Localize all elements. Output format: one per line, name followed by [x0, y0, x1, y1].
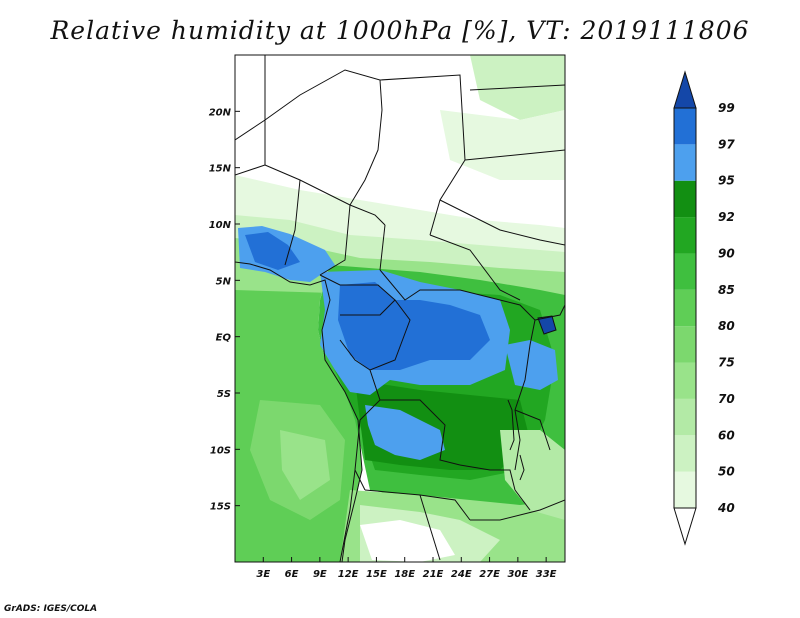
colorbar-band — [674, 108, 696, 145]
lake-outlines — [507, 315, 557, 481]
y-tick-label: 10N — [209, 220, 232, 231]
x-tick-label: 6E — [285, 569, 299, 580]
x-tick-label: 15E — [366, 569, 387, 580]
colorbar-band — [674, 253, 696, 290]
x-tick-label: 27E — [479, 569, 500, 580]
y-tick-label: 10S — [210, 445, 231, 456]
colorbar-label: 60 — [718, 428, 735, 442]
southern-blue-patches — [365, 405, 445, 460]
y-tick-label: 15N — [209, 164, 232, 175]
colorbar-outline — [673, 107, 697, 509]
colorbar-label: 80 — [718, 319, 735, 333]
colorbar-label: 95 — [718, 174, 735, 188]
y-tick-label: 20N — [209, 107, 232, 118]
y-axis-ticks: 20N 15N 10N 5N EQ 5S 10S 15S — [209, 107, 240, 513]
x-tick-label: 21E — [423, 569, 444, 580]
map-frame — [234, 54, 566, 563]
coastline — [235, 261, 363, 562]
y-tick-label: EQ — [216, 333, 232, 344]
colorbar-label: 97 — [718, 137, 735, 151]
grads-credit: GrADS: IGES/COLA — [4, 604, 98, 614]
colorbar-band — [674, 180, 696, 218]
southeast-light-patch — [500, 430, 565, 520]
colorbar: 40 50 60 70 75 80 85 90 92 95 97 99 — [673, 70, 735, 546]
y-tick-label: 15S — [210, 502, 231, 513]
x-tick-label: 12E — [338, 569, 359, 580]
x-tick-label: 24E — [451, 569, 472, 580]
equatorial-dark-blue — [338, 282, 490, 370]
colorbar-band — [674, 398, 696, 436]
colorbar-band — [674, 326, 696, 363]
colorbar-band — [674, 289, 696, 327]
colorbar-label: 90 — [718, 246, 735, 260]
y-tick-label: 5S — [217, 389, 231, 400]
colorbar-band — [674, 362, 696, 399]
colorbar-band — [674, 435, 696, 472]
atlantic-pale-patch — [280, 430, 330, 500]
y-tick-label: 5N — [216, 276, 232, 287]
colorbar-label: 99 — [718, 101, 735, 115]
eastern-blue-patch — [505, 340, 558, 390]
x-tick-label: 33E — [536, 569, 557, 580]
x-tick-label: 18E — [394, 569, 415, 580]
colorbar-label: 50 — [718, 465, 735, 479]
colorbar-bottom-arrow — [673, 507, 697, 546]
colorbar-label: 40 — [717, 501, 735, 515]
colorbar-band — [674, 217, 696, 254]
x-axis-ticks: 3E 6E 9E 12E 15E 18E 21E 24E 27E 30E 33E — [256, 557, 557, 580]
colorbar-band — [674, 471, 696, 508]
colorbar-label: 85 — [718, 283, 735, 297]
map-title: Relative humidity at 1000hPa [%], VT: 20… — [50, 16, 750, 45]
colorbar-band — [674, 144, 696, 181]
colorbar-label: 92 — [718, 210, 735, 224]
colorbar-top-arrow — [673, 70, 697, 109]
x-tick-label: 3E — [256, 569, 270, 580]
x-tick-label: 30E — [507, 569, 528, 580]
humidity-map — [235, 55, 565, 562]
northeast-pale-area — [440, 110, 565, 180]
colorbar-label: 75 — [718, 356, 735, 370]
colorbar-label: 70 — [718, 392, 735, 406]
x-tick-label: 9E — [313, 569, 327, 580]
